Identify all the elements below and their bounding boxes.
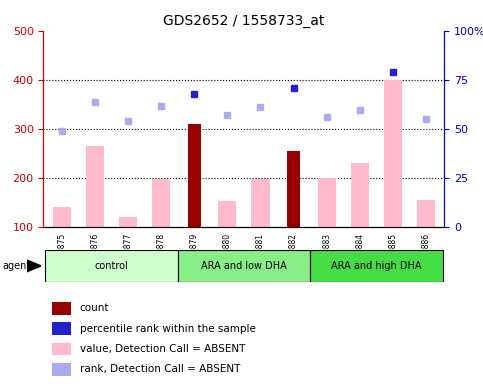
Polygon shape (27, 260, 41, 272)
Text: ARA and high DHA: ARA and high DHA (331, 261, 422, 271)
Bar (52, 343, 71, 356)
Bar (52, 363, 71, 376)
Bar (178, 250, 310, 282)
Bar (287, 151, 300, 227)
Bar (53, 207, 71, 227)
Bar (52, 322, 71, 335)
Bar (417, 200, 435, 227)
Bar (187, 124, 201, 227)
Text: percentile rank within the sample: percentile rank within the sample (80, 324, 256, 334)
Text: agent: agent (2, 261, 30, 271)
Bar (152, 179, 170, 227)
Text: control: control (95, 261, 128, 271)
Bar (52, 302, 71, 315)
Bar (218, 201, 237, 227)
Bar (318, 178, 336, 227)
Bar (85, 146, 104, 227)
Bar (351, 163, 369, 227)
Title: GDS2652 / 1558733_at: GDS2652 / 1558733_at (163, 14, 325, 28)
Bar (251, 179, 270, 227)
Text: value, Detection Call = ABSENT: value, Detection Call = ABSENT (80, 344, 245, 354)
Text: ARA and low DHA: ARA and low DHA (201, 261, 287, 271)
Text: count: count (80, 303, 109, 313)
Bar (384, 80, 402, 227)
Bar (310, 250, 443, 282)
Bar (45, 250, 178, 282)
Text: rank, Detection Call = ABSENT: rank, Detection Call = ABSENT (80, 364, 240, 374)
Bar (119, 217, 137, 227)
